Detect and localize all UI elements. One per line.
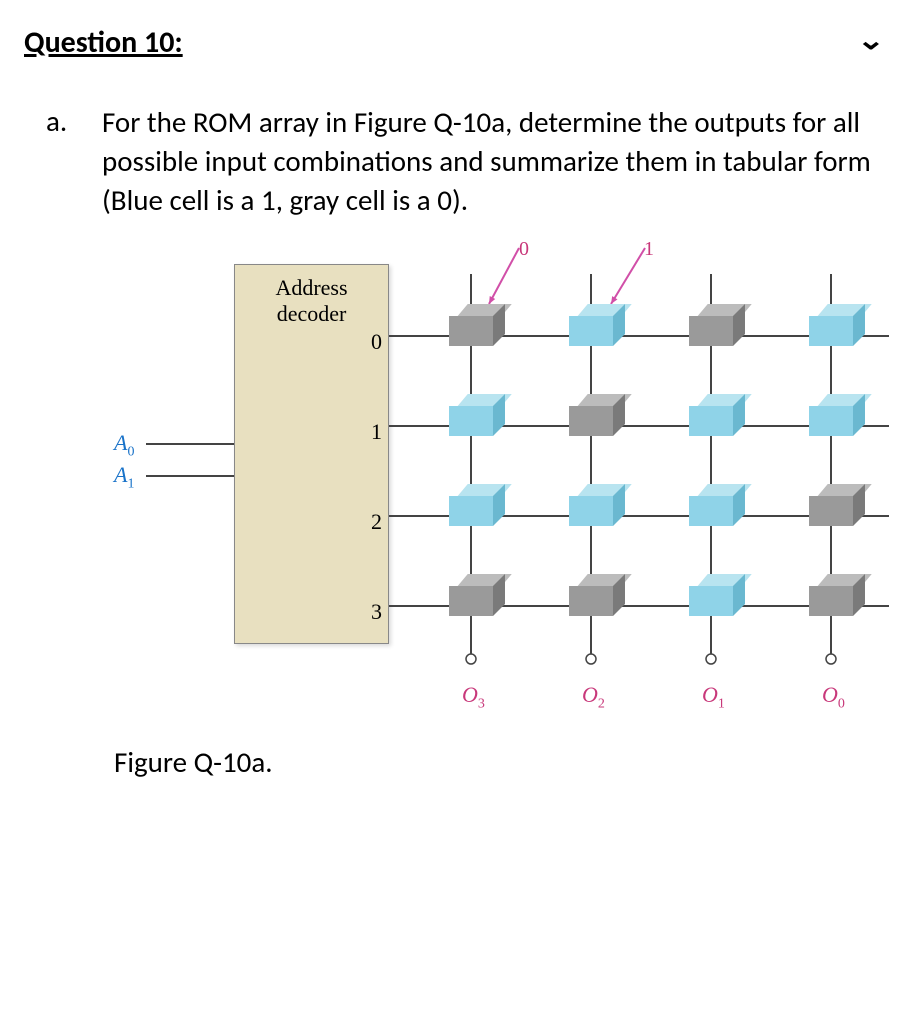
rom-cell bbox=[689, 304, 733, 346]
output-label-O2: O2 bbox=[582, 682, 605, 712]
part-text: For the ROM array in Figure Q-10a, deter… bbox=[102, 103, 872, 220]
output-label-O3: O3 bbox=[462, 682, 485, 712]
legend-one: 1 bbox=[644, 238, 654, 261]
rom-cell bbox=[689, 574, 733, 616]
output-label-O0: O0 bbox=[822, 682, 845, 712]
rom-cell bbox=[809, 304, 853, 346]
decoder-output-3: 3 bbox=[371, 599, 382, 625]
rom-cell bbox=[569, 304, 613, 346]
address-label-A0: A0 bbox=[114, 430, 134, 460]
rom-cell bbox=[449, 484, 493, 526]
rom-cell bbox=[569, 394, 613, 436]
rom-cell bbox=[449, 394, 493, 436]
question-title: Question 10: bbox=[24, 24, 183, 61]
decoder-output-1: 1 bbox=[371, 419, 382, 445]
address-decoder-block: Address decoder 0 1 2 3 bbox=[234, 264, 389, 644]
wire bbox=[146, 475, 234, 477]
rom-cell bbox=[809, 394, 853, 436]
rom-cell bbox=[809, 574, 853, 616]
figure-q10a: A0 A1 Address decoder 0 1 2 3 0 1 O3 O2 … bbox=[114, 234, 884, 714]
part-marker: a. bbox=[46, 103, 102, 139]
rom-cell bbox=[689, 394, 733, 436]
address-label-A1: A1 bbox=[114, 462, 134, 492]
rom-cell bbox=[569, 484, 613, 526]
chevron-down-icon[interactable]: ⌄ bbox=[857, 24, 885, 56]
wire bbox=[146, 443, 234, 445]
rom-cell bbox=[809, 484, 853, 526]
decoder-output-0: 0 bbox=[371, 329, 382, 355]
decoder-title: Address decoder bbox=[235, 275, 388, 326]
rom-cell bbox=[689, 484, 733, 526]
rom-cell bbox=[449, 574, 493, 616]
rom-cell bbox=[449, 304, 493, 346]
decoder-output-2: 2 bbox=[371, 509, 382, 535]
output-label-O1: O1 bbox=[702, 682, 725, 712]
legend-zero: 0 bbox=[519, 238, 529, 261]
rom-cell bbox=[569, 574, 613, 616]
figure-caption: Figure Q-10a. bbox=[114, 744, 890, 780]
